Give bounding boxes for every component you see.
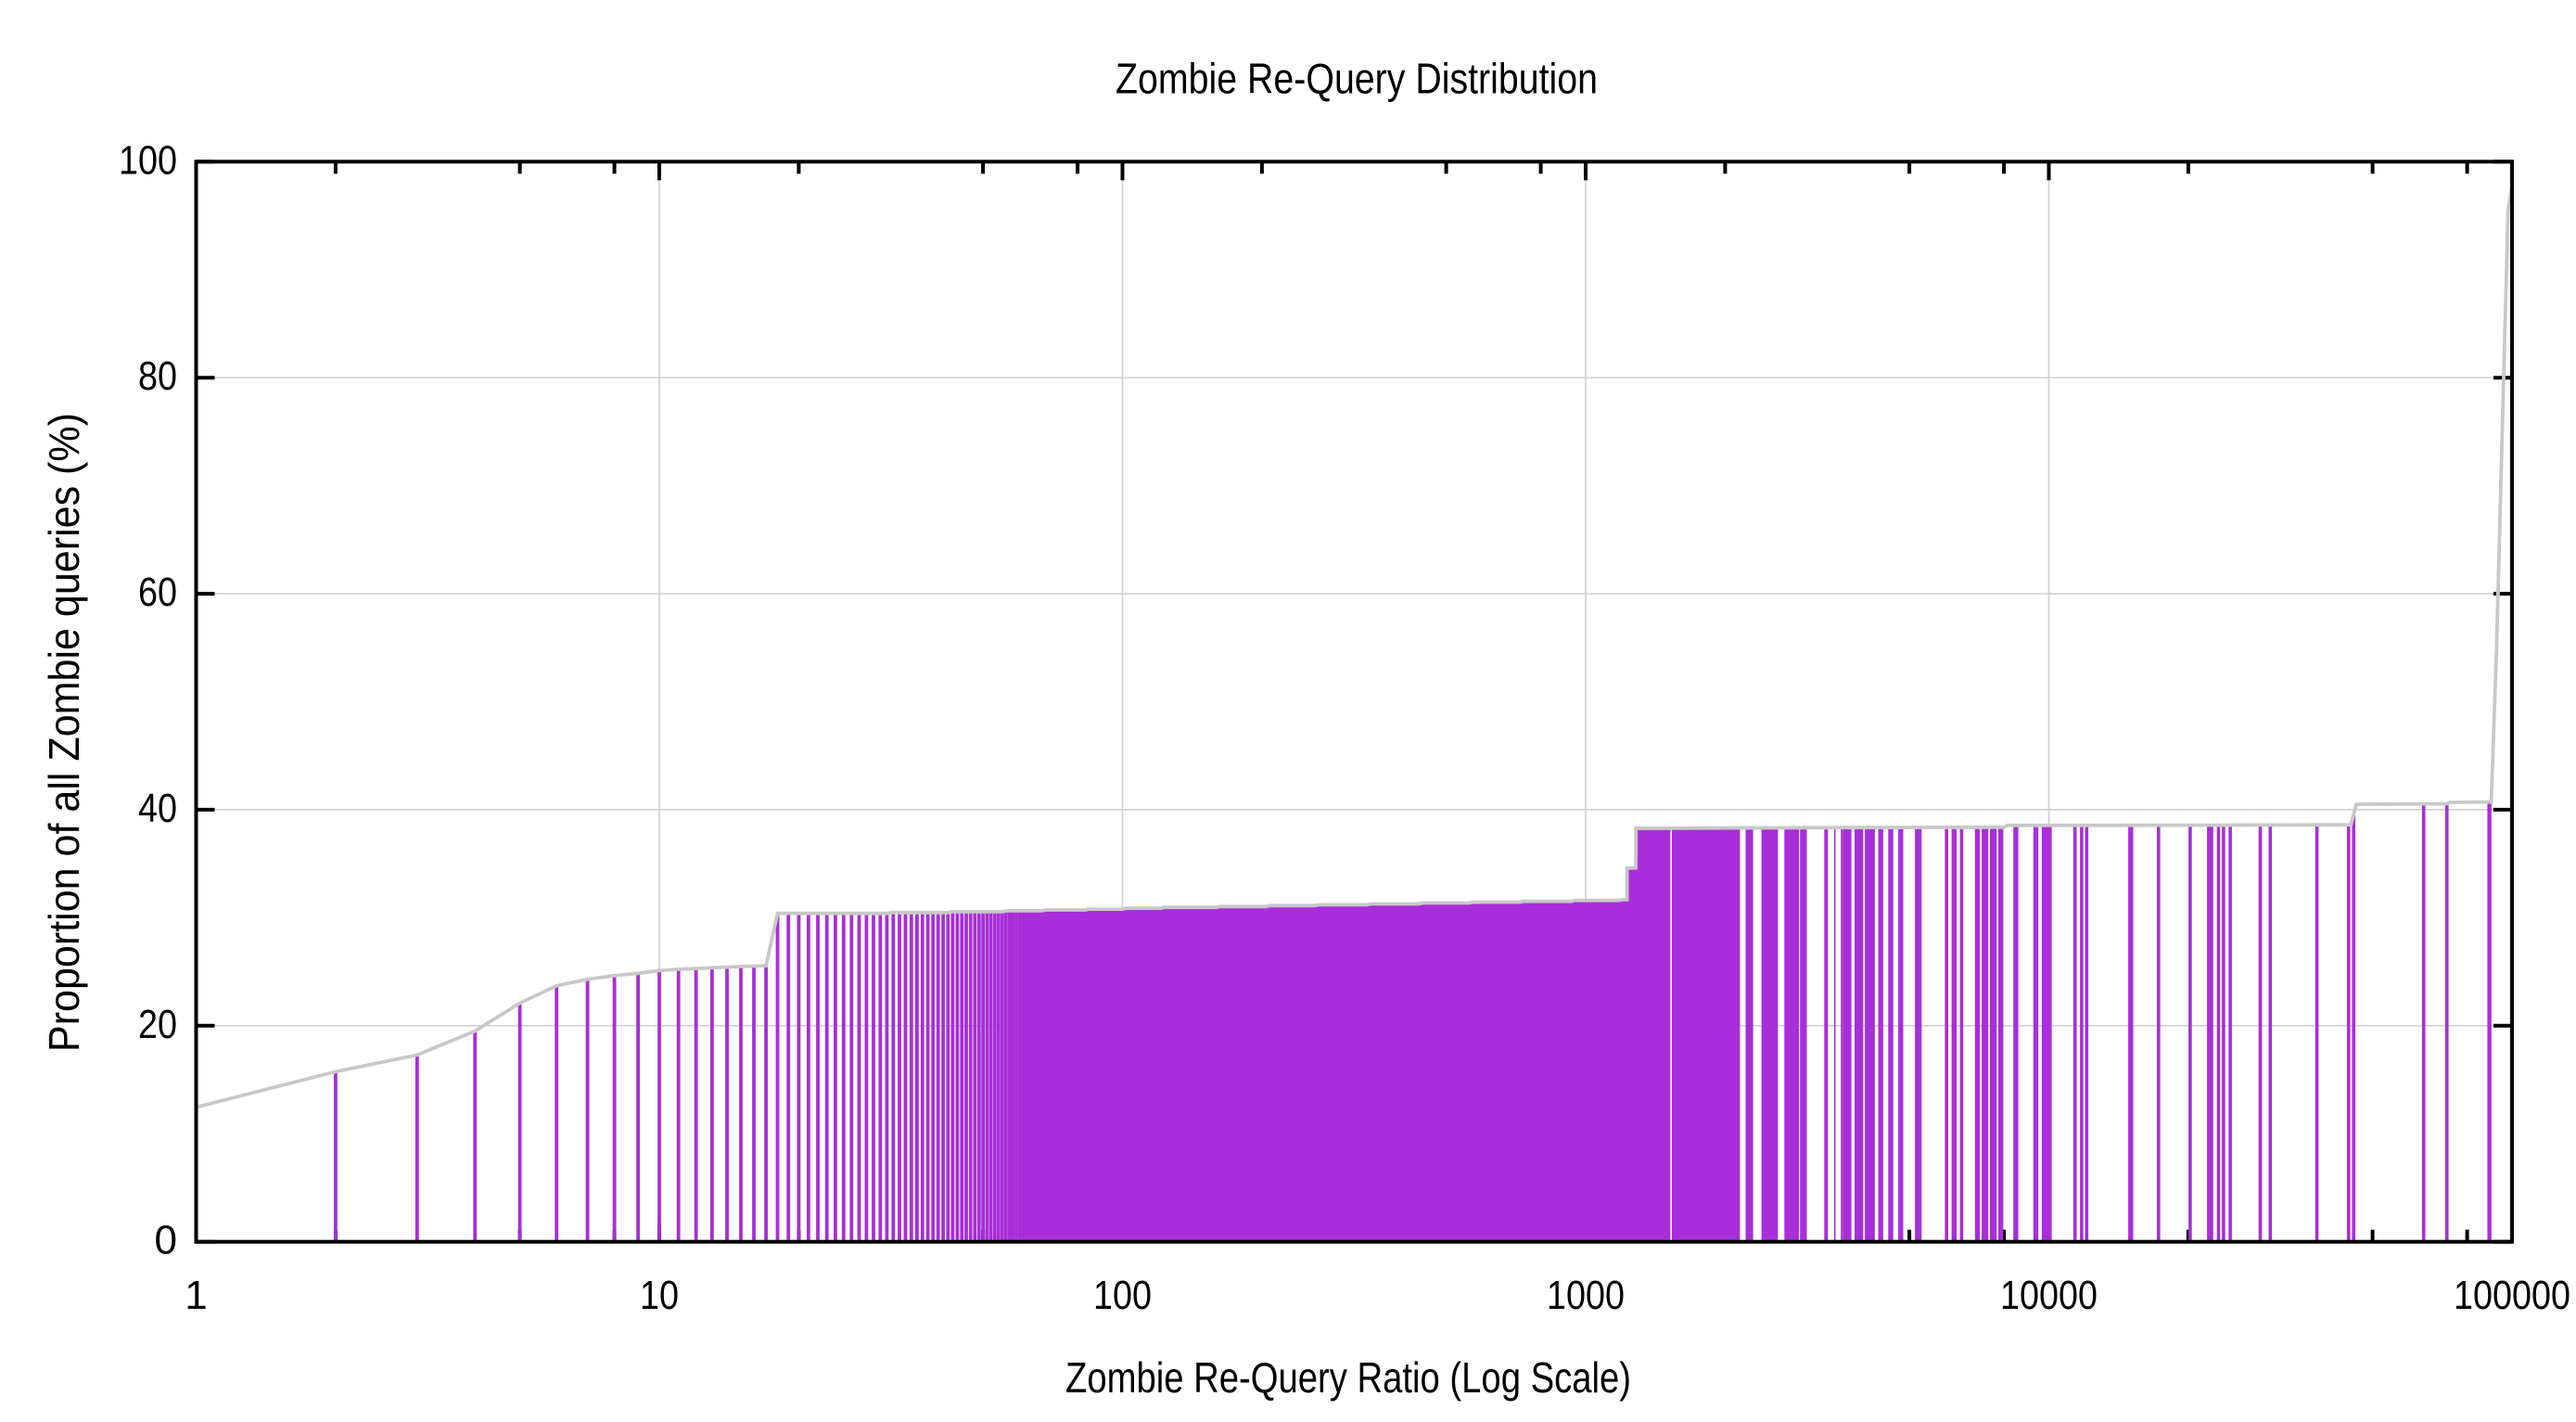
svg-text:10: 10	[640, 1273, 679, 1318]
svg-text:100: 100	[1093, 1273, 1152, 1318]
svg-text:Zombie Re-Query Distribution: Zombie Re-Query Distribution	[1116, 55, 1598, 103]
svg-text:60: 60	[138, 570, 177, 615]
svg-text:Zombie Re-Query Ratio (Log Sca: Zombie Re-Query Ratio (Log Scale)	[1065, 1353, 1631, 1402]
svg-text:10000: 10000	[2000, 1273, 2098, 1318]
svg-text:1000: 1000	[1547, 1273, 1625, 1318]
svg-text:Proportion of all Zombie queri: Proportion of all Zombie queries (%)	[40, 413, 88, 1052]
svg-text:100: 100	[119, 137, 177, 183]
svg-text:0: 0	[155, 1218, 177, 1263]
svg-text:100000: 100000	[2454, 1273, 2570, 1318]
svg-text:80: 80	[138, 353, 177, 399]
svg-text:40: 40	[138, 786, 177, 831]
svg-text:20: 20	[138, 1002, 177, 1047]
svg-text:1: 1	[185, 1273, 207, 1318]
